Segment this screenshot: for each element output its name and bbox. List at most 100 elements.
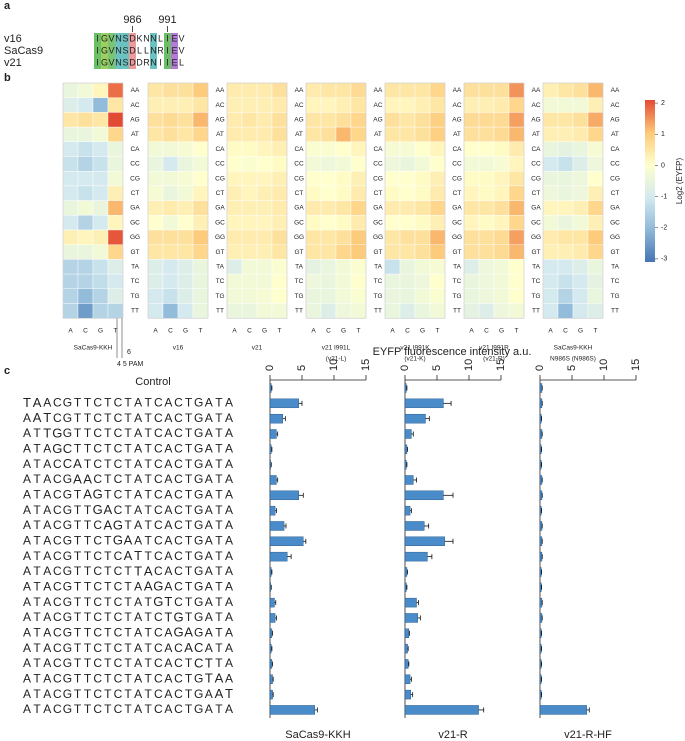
heatmap-cell	[77, 141, 94, 157]
bar	[404, 383, 407, 393]
nucleotide: T	[33, 641, 41, 655]
heatmap-frame	[62, 82, 124, 319]
heatmap-cell	[557, 82, 574, 98]
heatmap-cell	[429, 185, 446, 201]
heatmap-cell	[92, 229, 109, 245]
heatmap-cell	[572, 156, 589, 172]
heatmap-cell	[147, 141, 164, 157]
heatmap-cell	[587, 215, 604, 231]
heatmap-cell	[305, 170, 322, 187]
x-tick-label: 0	[399, 365, 411, 371]
heatmap-cell	[572, 141, 589, 157]
heatmap-cell	[147, 170, 164, 187]
residue-box	[108, 45, 115, 57]
nucleotide: T	[84, 549, 92, 563]
column-label: A	[469, 328, 474, 335]
heatmap-cell	[414, 273, 431, 290]
bar	[404, 444, 408, 455]
bar	[539, 659, 542, 669]
row-label: GG	[373, 234, 383, 241]
nucleotide: T	[74, 656, 82, 670]
nucleotide: C	[53, 411, 62, 425]
heatmap-cell	[177, 112, 194, 128]
x-tick-label: 15	[495, 359, 507, 371]
residue-box	[101, 57, 108, 69]
nucleotide: A	[164, 564, 172, 578]
heatmap-cell	[414, 229, 431, 245]
row-label: GT	[373, 249, 382, 256]
nucleotide: G	[113, 517, 123, 532]
nucleotide: T	[104, 441, 112, 455]
heatmap-cell	[192, 156, 209, 172]
heatmap-cell	[177, 156, 194, 172]
heatmap-cell	[429, 215, 446, 231]
nucleotide: A	[134, 671, 142, 685]
row-label: GT	[610, 249, 619, 256]
column-label: C	[168, 328, 173, 335]
colorbar-tick-label: -1	[661, 193, 667, 200]
heatmap-cell	[62, 82, 79, 98]
heatmap-cell	[350, 259, 367, 275]
heatmap-cell	[241, 288, 258, 304]
heatmap-cell	[557, 303, 574, 319]
heatmap-cell	[241, 200, 258, 216]
nucleotide: T	[145, 503, 153, 517]
heatmap-cell	[77, 273, 94, 290]
heatmap-cell	[177, 141, 194, 157]
nucleotide: C	[53, 641, 62, 655]
row-label: TC	[131, 278, 140, 285]
column-label: C	[326, 328, 331, 335]
column-label: A	[548, 328, 553, 335]
nucleotide: T	[145, 671, 153, 685]
row-label: AA	[611, 87, 620, 94]
row-label: TG	[373, 293, 382, 300]
heatmap-cell	[77, 170, 94, 187]
residue: K	[136, 33, 142, 43]
row-label: GA	[531, 205, 541, 212]
nucleotide: A	[43, 503, 51, 517]
heatmap-cell	[147, 229, 164, 245]
x-tick-label: 10	[463, 359, 475, 371]
heatmap-cell	[241, 273, 258, 290]
residue: D	[136, 57, 143, 67]
heatmap-cell	[107, 288, 124, 304]
heatmap-cell	[478, 97, 495, 113]
nucleotide: T	[33, 426, 41, 440]
nucleotide: A	[205, 411, 213, 425]
heatmap-cell	[320, 170, 337, 187]
residue-box	[101, 45, 108, 57]
column-label: A	[68, 328, 73, 335]
heatmap-cell	[147, 244, 164, 260]
nucleotide: C	[53, 503, 62, 517]
row-label: GG	[130, 234, 140, 241]
heatmap-cell	[429, 229, 446, 245]
nucleotide: T	[185, 518, 193, 532]
nucleotide: G	[194, 610, 203, 624]
nucleotide: T	[74, 625, 82, 639]
residue: V	[108, 45, 114, 55]
heatmap-cell	[320, 141, 337, 157]
nucleotide: T	[145, 702, 153, 716]
heatmap-cell	[62, 97, 79, 113]
heatmap-cell	[493, 97, 510, 113]
nucleotide: T	[185, 533, 193, 547]
heatmap-cell	[587, 185, 604, 201]
nucleotide: C	[93, 457, 102, 471]
residue-box	[164, 33, 171, 45]
heatmap-cell	[335, 303, 352, 319]
nucleotide: C	[174, 503, 183, 517]
heatmap-cell	[508, 288, 525, 304]
heatmap-cell	[77, 288, 94, 304]
row-label: GT	[452, 249, 461, 256]
nucleotide: T	[84, 503, 92, 517]
nucleotide: C	[154, 610, 163, 624]
row-label: TA	[374, 263, 382, 270]
row-label: CG	[130, 175, 140, 182]
column-label: A	[232, 328, 237, 335]
nucleotide: T	[145, 533, 153, 547]
nucleotide: C	[93, 595, 102, 609]
nucleotide: C	[53, 518, 62, 532]
nucleotide: C	[93, 656, 102, 670]
nucleotide: T	[124, 625, 132, 639]
